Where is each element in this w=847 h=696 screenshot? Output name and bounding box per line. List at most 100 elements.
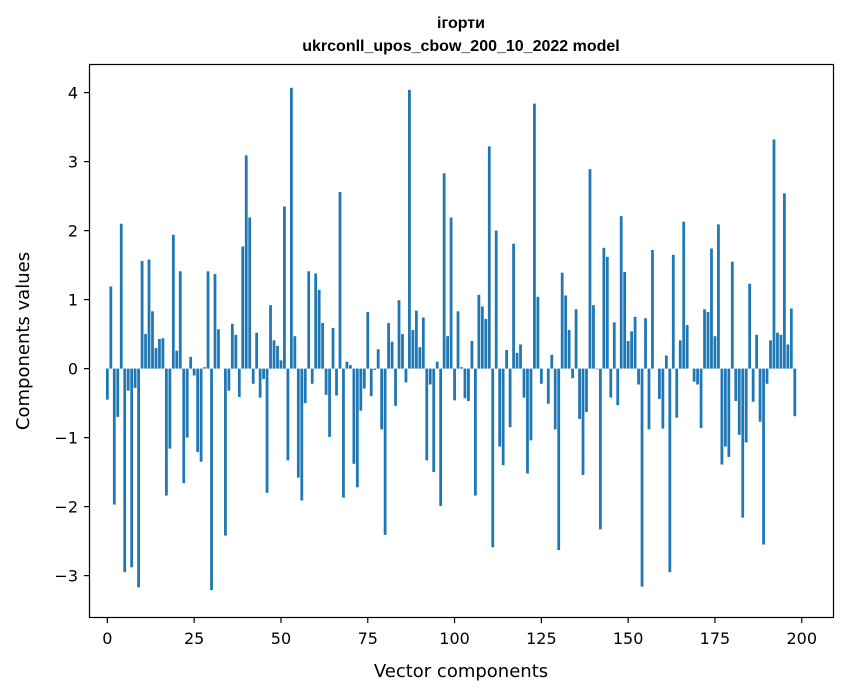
bar-175 — [713, 336, 717, 369]
x-axis-ticks: 0 25 50 75 100 125 150 175 200 — [102, 617, 817, 648]
bar-178 — [723, 368, 727, 447]
bar-83 — [394, 368, 397, 406]
bar-124 — [536, 296, 540, 369]
bar-184 — [744, 368, 748, 443]
bar-9 — [137, 368, 140, 588]
bar-154 — [640, 368, 644, 587]
bar-194 — [779, 334, 783, 369]
bar-40 — [244, 155, 248, 369]
bar-65 — [331, 327, 335, 369]
bar-103 — [463, 368, 467, 399]
bar-96 — [439, 368, 443, 506]
bar-28 — [203, 367, 206, 369]
bar-79 — [380, 368, 384, 430]
bar-198 — [793, 368, 797, 417]
bar-112 — [494, 230, 498, 369]
bar-183 — [741, 368, 745, 518]
bar-109 — [484, 318, 488, 369]
bar-160 — [661, 368, 665, 429]
bar-36 — [230, 323, 234, 369]
bar-138 — [585, 368, 588, 413]
bar-7 — [130, 368, 134, 568]
bar-55 — [296, 368, 300, 478]
bar-105 — [470, 341, 474, 369]
x-tick-label-200: 200 — [786, 629, 817, 648]
bar-25 — [192, 368, 196, 376]
bar-12 — [147, 259, 151, 369]
bar-5 — [123, 368, 127, 573]
bar-135 — [574, 309, 578, 369]
bar-121 — [526, 368, 529, 474]
bar-20 — [175, 350, 179, 369]
bar-10 — [140, 260, 144, 369]
bar-68 — [342, 368, 345, 498]
bar-162 — [668, 368, 672, 573]
bar-54 — [293, 336, 297, 369]
bar-155 — [644, 318, 647, 369]
bar-77 — [373, 368, 377, 370]
bar-34 — [224, 368, 227, 536]
bar-45 — [262, 368, 265, 379]
bar-164 — [675, 368, 679, 418]
bar-142 — [598, 368, 602, 530]
bar-113 — [498, 368, 502, 447]
bar-119 — [519, 344, 522, 369]
chart-title-line-1: iгорти — [437, 15, 485, 32]
bar-139 — [588, 169, 592, 369]
bar-39 — [241, 246, 245, 369]
plot-frame — [88, 63, 835, 619]
bar-63 — [324, 368, 328, 395]
bar-129 — [553, 368, 557, 430]
x-tick-label-150: 150 — [613, 629, 644, 648]
bar-149 — [623, 272, 627, 369]
bar-58 — [307, 271, 311, 369]
bar-27 — [199, 368, 203, 462]
bar-46 — [265, 368, 269, 493]
bar-99 — [449, 217, 453, 369]
bar-189 — [762, 368, 765, 545]
bar-30 — [210, 368, 213, 591]
bar-82 — [390, 341, 394, 369]
bar-56 — [300, 368, 304, 501]
chart-title-line-2: ukrconll_upos_cbow_200_10_2022 model — [302, 38, 619, 55]
bar-156 — [647, 368, 651, 430]
bar-49 — [276, 345, 279, 369]
bar-181 — [734, 368, 738, 402]
bar-62 — [321, 323, 325, 369]
bar-148 — [619, 216, 623, 369]
x-tick-label-75: 75 — [358, 629, 378, 648]
bar-182 — [737, 368, 741, 435]
bar-108 — [480, 306, 484, 369]
bar-71 — [352, 368, 356, 464]
bar-44 — [258, 368, 262, 398]
bar-94 — [432, 368, 436, 473]
bar-150 — [626, 341, 630, 369]
bar-19 — [171, 234, 175, 369]
bar-98 — [446, 336, 449, 369]
x-tick-label-125: 125 — [526, 629, 557, 648]
y-tick-label--2: −2 — [54, 498, 78, 517]
bar-120 — [522, 368, 526, 398]
bar-166 — [682, 221, 686, 369]
bar-52 — [286, 368, 290, 461]
bar-117 — [512, 243, 515, 369]
bar-174 — [710, 248, 713, 369]
bar-92 — [425, 368, 429, 461]
bar-61 — [317, 289, 321, 369]
bar-4 — [119, 223, 123, 369]
bar-15 — [158, 338, 161, 369]
bar-51 — [283, 206, 286, 369]
bar-81 — [387, 323, 390, 369]
bar-132 — [564, 295, 568, 369]
bar-192 — [772, 139, 776, 369]
bar-191 — [769, 340, 772, 369]
x-tick-label-100: 100 — [439, 629, 470, 648]
bar-24 — [189, 356, 193, 369]
bar-series — [105, 87, 797, 591]
bar-60 — [314, 273, 318, 369]
x-tick-label-175: 175 — [700, 629, 731, 648]
bar-169 — [692, 368, 696, 382]
bar-172 — [703, 309, 706, 369]
bar-122 — [529, 368, 533, 441]
y-tick-label-4: 4 — [68, 84, 78, 103]
